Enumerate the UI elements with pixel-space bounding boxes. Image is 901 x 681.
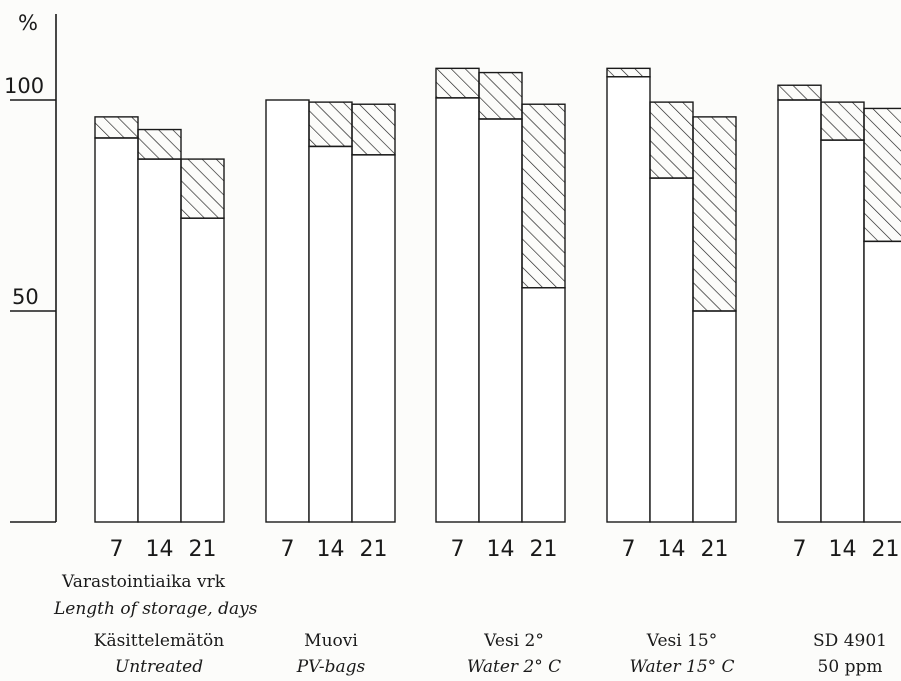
group-label-fi-water-15: Vesi 15° bbox=[646, 631, 718, 651]
day-tick-pv-bags-21: 21 bbox=[360, 537, 388, 562]
bar-water-2-day14-hatched bbox=[478, 71, 523, 120]
group-label-fi-untreated: Käsittelemätön bbox=[93, 631, 225, 651]
day-tick-untreated-14: 14 bbox=[146, 537, 174, 562]
day-tick-sd4901-7: 7 bbox=[793, 537, 807, 562]
y-tick-label-50: 50 bbox=[12, 285, 39, 309]
day-tick-untreated-21: 21 bbox=[189, 537, 217, 562]
group-label-fi-water-2: Vesi 2° bbox=[484, 631, 544, 651]
bar-water-2-day7-base bbox=[435, 97, 480, 523]
group-label-en-pv-bags: PV-bags bbox=[296, 657, 366, 677]
y-axis-unit-label: % bbox=[18, 11, 38, 35]
bar-untreated-day21-base bbox=[180, 217, 225, 523]
group-label-en-untreated: Untreated bbox=[114, 657, 204, 677]
bar-water-15-day7-hatched bbox=[606, 67, 651, 78]
bar-sd4901-day14-hatched bbox=[820, 101, 865, 141]
bars-layer bbox=[94, 67, 901, 523]
bar-sd4901-day21-base bbox=[863, 240, 901, 523]
x-axis-label-en: Length of storage, days bbox=[54, 599, 258, 619]
day-tick-sd4901-14: 14 bbox=[829, 537, 857, 562]
bar-water-15-day14-base bbox=[649, 177, 694, 523]
group-label-fi-sd4901: SD 4901 bbox=[813, 631, 887, 651]
day-tick-pv-bags-14: 14 bbox=[317, 537, 345, 562]
x-axis-label-fi: Varastointiaika vrk bbox=[62, 572, 226, 592]
bar-sd4901-day7-base bbox=[777, 99, 822, 523]
bar-sd4901-day7-hatched bbox=[777, 84, 822, 101]
day-tick-water-2-21: 21 bbox=[530, 537, 558, 562]
bar-sd4901-day14-base bbox=[820, 139, 865, 523]
bar-water-15-day21-hatched bbox=[692, 116, 737, 312]
day-tick-pv-bags-7: 7 bbox=[281, 537, 295, 562]
bar-sd4901-day21-hatched bbox=[863, 107, 901, 243]
bar-water-15-day7-base bbox=[606, 76, 651, 523]
bar-water-2-day21-base bbox=[521, 287, 566, 523]
bar-pv-bags-day21-hatched bbox=[351, 103, 396, 156]
bar-water-2-day21-hatched bbox=[521, 103, 566, 289]
y-tick-label-100: 100 bbox=[4, 74, 44, 98]
bar-untreated-day7-hatched bbox=[94, 116, 139, 139]
group-label-en-water-15: Water 15° C bbox=[629, 657, 735, 677]
day-tick-sd4901-21: 21 bbox=[872, 537, 900, 562]
bar-water-2-day7-hatched bbox=[435, 67, 480, 99]
day-tick-untreated-7: 7 bbox=[110, 537, 124, 562]
bar-water-2-day14-base bbox=[478, 118, 523, 523]
day-tick-water-15-7: 7 bbox=[622, 537, 636, 562]
bar-pv-bags-day14-base bbox=[308, 145, 353, 523]
day-ticks-layer: 7 14 21 7 14 21 7 14 21 7 14 21 7 14 21 bbox=[110, 537, 900, 562]
bar-untreated-day14-hatched bbox=[137, 128, 182, 160]
bar-pv-bags-day14-hatched bbox=[308, 101, 353, 148]
bar-untreated-day21-hatched bbox=[180, 158, 225, 219]
day-tick-water-2-7: 7 bbox=[451, 537, 465, 562]
bar-water-15-day21-base bbox=[692, 310, 737, 523]
bar-water-15-day14-hatched bbox=[649, 101, 694, 179]
group-label-fi-pv-bags: Muovi bbox=[304, 631, 358, 651]
day-tick-water-15-21: 21 bbox=[701, 537, 729, 562]
bar-pv-bags-day21-base bbox=[351, 154, 396, 523]
bar-untreated-day14-base bbox=[137, 158, 182, 523]
day-tick-water-2-14: 14 bbox=[487, 537, 515, 562]
bar-untreated-day7-base bbox=[94, 137, 139, 523]
day-tick-water-15-14: 14 bbox=[658, 537, 686, 562]
group-label-en-sd4901: 50 ppm bbox=[817, 657, 883, 677]
bar-pv-bags-day7-base bbox=[265, 99, 310, 523]
group-label-en-water-2: Water 2° C bbox=[466, 657, 562, 677]
